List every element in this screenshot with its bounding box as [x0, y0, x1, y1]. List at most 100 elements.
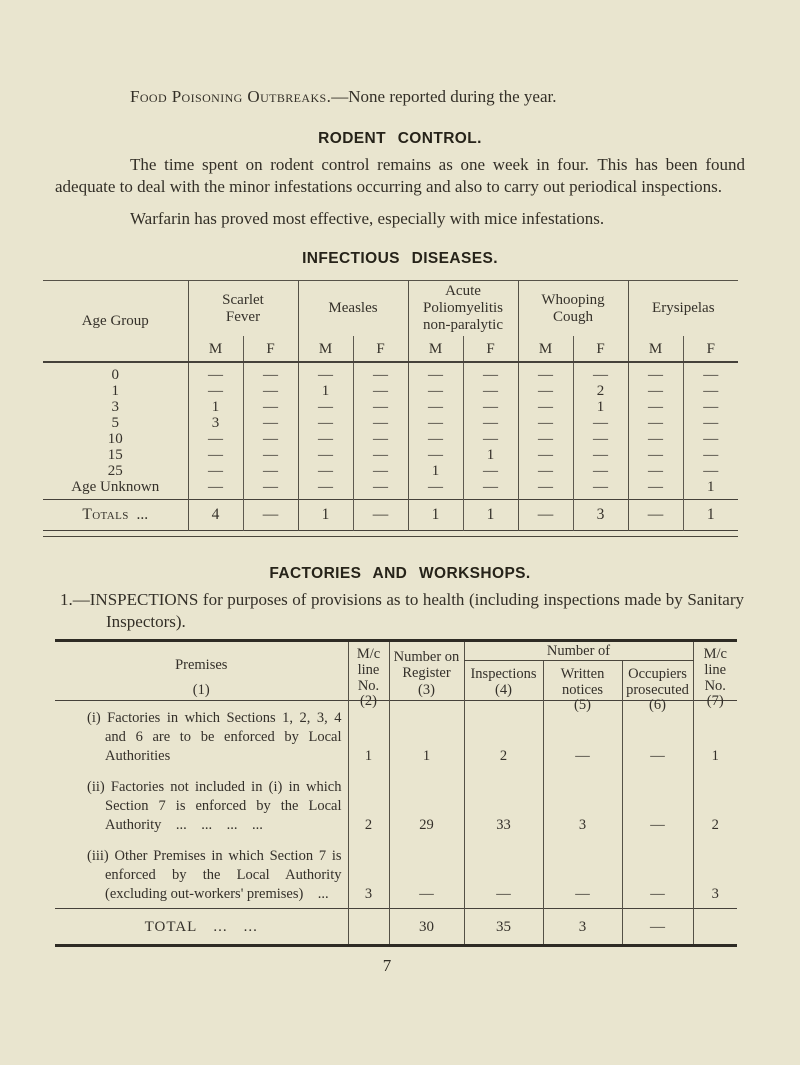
case-count-cell: —	[242, 463, 298, 479]
table-row: 1— —1— — — —2— —	[43, 383, 739, 399]
case-count-cell: —	[352, 431, 408, 447]
disease-header: Whooping Cough	[517, 280, 629, 336]
table-row: 3 1— — — — — —1— —	[43, 399, 739, 415]
disease-header-row: Age Group Scarlet Fever Measles Acute Poliom…	[43, 280, 739, 336]
case-count-cell: —	[572, 463, 629, 479]
value-cell: —	[463, 839, 543, 909]
sex-header: F	[352, 336, 408, 362]
premises-header: Premises (1)	[55, 642, 348, 701]
case-count-cell: —	[572, 447, 629, 463]
mc-line2-header: M/c line No. (7)	[692, 642, 737, 709]
factories-table-header: Premises (1) M/c line No. (2) Number on Re…	[55, 642, 737, 712]
rodent-control-paragraph: The time spent on rodent control remains…	[55, 155, 745, 196]
infectious-table-footer: Totals ... 4—1—1 1—3—1	[43, 499, 739, 531]
case-count-cell: —	[297, 447, 353, 463]
factories-table-footer: TOTAL ... ... 30 35 3—	[55, 908, 737, 945]
row-index: (ii)	[87, 779, 105, 795]
case-count-cell: —	[407, 415, 463, 431]
case-count-cell: —	[187, 431, 243, 447]
value-cell: —	[542, 839, 622, 909]
case-count-cell: —	[407, 431, 463, 447]
sex-header: M	[517, 336, 574, 362]
case-count-cell: —	[627, 447, 684, 463]
sex-header: M	[297, 336, 353, 362]
written-notices-label: Written notices	[560, 665, 605, 698]
total-value-cell: 30	[388, 908, 464, 944]
value-cell: 2	[347, 770, 389, 839]
case-count-cell: —	[627, 479, 684, 500]
case-count-cell: —	[517, 399, 574, 415]
value-cell: —	[621, 700, 693, 770]
number-of-header: Number of	[463, 642, 693, 661]
total-count-cell: 3	[572, 499, 629, 531]
total-count-cell: 1	[297, 499, 353, 531]
case-count-cell: —	[352, 399, 408, 415]
register-header: Number on Register (3)	[388, 642, 464, 701]
total-label-cell: TOTAL ... ...	[55, 909, 348, 945]
case-count-cell: —	[682, 415, 739, 431]
value-cell: —	[621, 839, 693, 909]
totals-row: Totals ... 4—1—1 1—3—1	[43, 499, 739, 531]
case-count-cell: —	[682, 463, 739, 479]
case-count-cell: —	[352, 415, 408, 431]
age-group-cell: 25	[107, 463, 123, 479]
value-cell: 1	[347, 700, 389, 770]
occupiers-col-number: (6)	[649, 696, 666, 713]
case-count-cell: —	[627, 399, 684, 415]
sex-header: F	[242, 336, 298, 362]
food-poisoning-rest: —None reported during the year.	[331, 87, 557, 106]
case-count-cell: —	[242, 479, 298, 500]
page-number: 7	[382, 956, 392, 975]
totals-label: Totals	[82, 506, 129, 523]
value-cell: 2	[463, 700, 543, 770]
table-row: 10— — — — — — — — — —	[43, 431, 739, 447]
case-count-cell: —	[187, 479, 243, 500]
table-row: 0— — — — — — — — — —	[43, 362, 739, 383]
value-cell: 3	[542, 770, 622, 839]
total-label: TOTAL	[144, 919, 198, 935]
case-count-cell: —	[462, 362, 519, 383]
case-count-cell: —	[517, 447, 574, 463]
total-count-cell: —	[352, 499, 408, 531]
case-count-cell: —	[627, 415, 684, 431]
case-count-cell: —	[242, 362, 298, 383]
inspections-note: 1.—INSPECTIONS for purposes of provision…	[60, 590, 744, 631]
case-count-cell: —	[407, 399, 463, 415]
disease-header: Erysipelas	[627, 280, 739, 336]
value-cell: —	[542, 700, 622, 770]
totals-dots: ...	[136, 506, 149, 523]
mc-line-header: M/c line No. (2)	[347, 642, 389, 709]
case-count-cell: —	[407, 383, 463, 399]
disease-header: Acute Poliomyelitis non-paralytic	[407, 280, 519, 336]
case-count-cell: —	[462, 463, 519, 479]
case-count-cell: —	[682, 447, 739, 463]
mc-line-col-number: (2)	[360, 693, 377, 709]
age-group-cell: 15	[107, 447, 123, 463]
case-count-cell: —	[572, 431, 629, 447]
mc-line2-label: M/c line No.	[703, 646, 727, 694]
age-group-cell: 5	[111, 415, 120, 431]
age-group-cell: 3	[111, 399, 120, 415]
case-count-cell: —	[627, 362, 684, 383]
header-row-top: Premises (1) M/c line No. (2) Number on Re…	[55, 642, 737, 709]
value-cell: 3	[347, 839, 389, 909]
rodent-control-heading: RODENT CONTROL.	[318, 130, 482, 147]
register-col-number: (3)	[418, 682, 435, 698]
case-count-cell: —	[242, 447, 298, 463]
case-count-cell: 3	[187, 415, 243, 431]
case-count-cell: —	[297, 415, 353, 431]
case-count-cell: —	[682, 431, 739, 447]
factories-table-body: (i) Factories in which Sections 1, 2, 3,…	[55, 700, 737, 909]
case-count-cell: —	[682, 383, 739, 399]
register-label: Number on Register	[393, 648, 460, 681]
value-cell: 1	[388, 700, 464, 770]
premises-label: Premises	[175, 656, 228, 673]
infectious-table-header: Age Group Scarlet Fever Measles Acute Poliom…	[43, 280, 739, 362]
mc-line2-col-number: (7)	[706, 693, 724, 709]
heavy-rule-top	[55, 639, 737, 642]
infectious-diseases-table: Age Group Scarlet Fever Measles Acute Poliom…	[43, 280, 739, 531]
case-count-cell: —	[187, 383, 243, 399]
case-count-cell: —	[572, 415, 629, 431]
table-row: (ii) Factories not included in (i) in wh…	[55, 770, 737, 839]
